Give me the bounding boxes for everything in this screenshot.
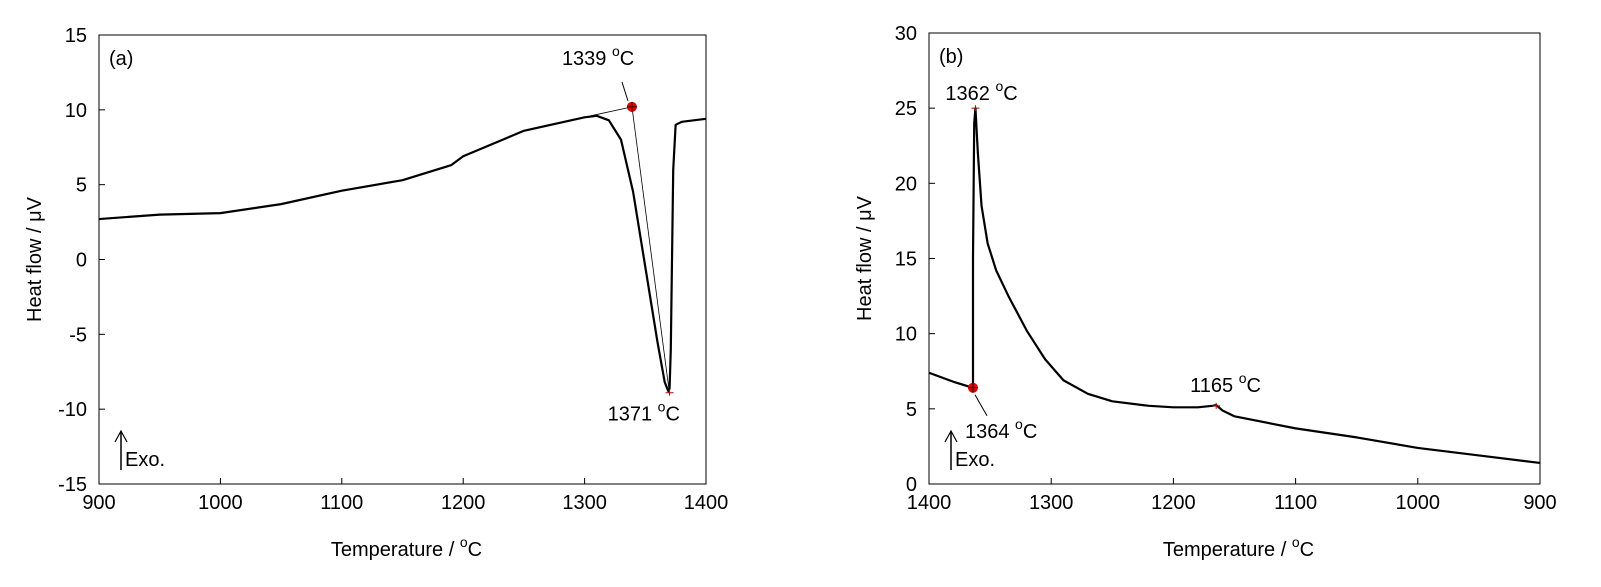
peak-marker [971, 105, 980, 112]
y-tick-label: -5 [69, 324, 87, 346]
annotation-onset: 1339 oC [562, 43, 634, 70]
x-tick-label: 1200 [1151, 492, 1196, 514]
x-tick-label: 1400 [907, 492, 952, 514]
x-tick-label: 1000 [198, 492, 243, 514]
y-tick-label: 25 [895, 98, 917, 120]
exo-label: Exo. [955, 449, 995, 471]
annotation-arrow-icon [974, 394, 988, 417]
x-tick-label: 1300 [562, 492, 607, 514]
y-axis-label: Heat flow / μV [24, 196, 46, 322]
y-tick-label: 20 [895, 173, 917, 195]
exo-arrowhead-icon [944, 429, 958, 443]
tangent-line [631, 106, 670, 395]
y-tick-label: 10 [65, 100, 87, 122]
annotation-peak: 1371 oC [608, 399, 680, 426]
x-tick-label: 900 [82, 492, 115, 514]
series-line [928, 107, 1541, 465]
x-tick-label: 1100 [1274, 492, 1317, 514]
y-tick-label: -10 [58, 399, 87, 421]
annotation-arrow-icon [621, 81, 629, 101]
crosshair-icon [967, 382, 978, 393]
x-tick-label: 900 [1523, 492, 1556, 514]
annotation-peak: 1362 oC [945, 78, 1017, 105]
x-tick-label: 1100 [320, 492, 363, 514]
x-axis-label: Temperature / oC [331, 534, 482, 561]
y-tick-label: 0 [906, 474, 917, 496]
exo-arrowhead-icon [114, 429, 128, 443]
y-tick-label: -15 [58, 474, 87, 496]
x-tick-label: 1000 [1396, 492, 1441, 514]
series-line [98, 114, 707, 393]
peak-marker [1212, 402, 1221, 409]
crosshair-icon [626, 101, 637, 112]
tangent-line [590, 106, 633, 117]
y-tick-label: 0 [76, 250, 87, 272]
panel-label: (b) [939, 46, 963, 68]
y-tick-label: 5 [76, 175, 87, 197]
x-tick-label: 1200 [441, 492, 486, 514]
peak-marker [665, 389, 674, 396]
y-tick-label: 5 [906, 399, 917, 421]
y-tick-label: 15 [895, 249, 917, 271]
chart-panel-b: 1400 1300 1200 1100 1000 900 0 5 10 15 20 25 30 (b) Te… [854, 23, 1557, 561]
y-tick-label: 30 [895, 23, 917, 45]
chart-panel-a: 900 1000 1100 1200 1300 1400 -15 -10 -5 0 5 10 15 (a)… [24, 25, 728, 561]
x-tick-label: 1400 [684, 492, 729, 514]
x-axis-label: Temperature / oC [1163, 534, 1314, 561]
y-axis-label: Heat flow / μV [854, 195, 876, 321]
y-tick-label: 15 [65, 25, 87, 47]
annotation-onset: 1364 oC [965, 416, 1037, 443]
annotation-peak-2: 1165 oC [1190, 370, 1261, 397]
x-tick-label: 1300 [1029, 492, 1074, 514]
panel-label: (a) [109, 48, 133, 70]
y-tick-label: 10 [895, 324, 917, 346]
exo-label: Exo. [125, 449, 165, 471]
